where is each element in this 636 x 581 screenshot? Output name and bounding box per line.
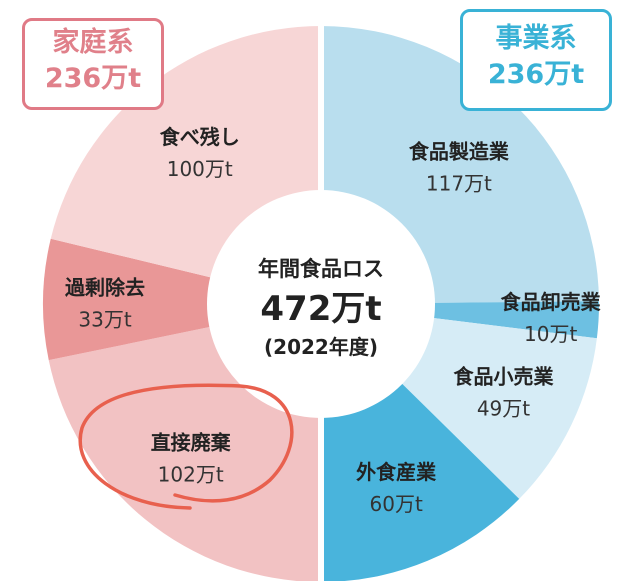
slice-label-6: 食べ残し <box>160 125 240 149</box>
slice-value-1: 10万t <box>524 322 577 346</box>
slice-value-2: 49万t <box>477 396 530 420</box>
business-badge: 事業系 236万t <box>460 9 612 111</box>
slice-label-0: 食品製造業 <box>409 140 510 164</box>
slice-label-3: 外食産業 <box>356 460 437 484</box>
center-total: 472万t <box>260 289 381 329</box>
slice-labels: 食品製造業 117万t 食品卸売業 10万t 食品小売業 49万t 外食産業 60万t 直接廃棄… <box>65 125 602 516</box>
slice-label-5: 過剰除去 <box>65 276 145 300</box>
slice-5 <box>42 238 321 361</box>
business-badge-amount: 236万t <box>487 59 585 90</box>
slice-label-2: 食品小売業 <box>453 364 554 388</box>
slice-value-6: 100万t <box>167 157 233 181</box>
slice-value-5: 33万t <box>78 308 131 332</box>
center-label: 年間食品ロス 472万t (2022年度) <box>258 257 384 359</box>
center-subtitle: (2022年度) <box>264 335 378 359</box>
slice-label-1: 食品卸売業 <box>501 290 602 314</box>
household-badge-title: 家庭系 <box>52 27 134 58</box>
center-title: 年間食品ロス <box>258 257 384 281</box>
direct-disposal-highlight-ring <box>78 383 294 510</box>
household-badge-amount: 236万t <box>44 63 142 94</box>
slice-value-3: 60万t <box>370 492 423 516</box>
slice-label-4: 直接廃棄 <box>151 431 232 455</box>
business-badge-title: 事業系 <box>495 23 577 54</box>
slice-value-0: 117万t <box>426 172 492 196</box>
household-badge: 家庭系 236万t <box>22 18 164 110</box>
slice-value-4: 102万t <box>158 463 224 487</box>
donut-hole <box>207 190 435 418</box>
